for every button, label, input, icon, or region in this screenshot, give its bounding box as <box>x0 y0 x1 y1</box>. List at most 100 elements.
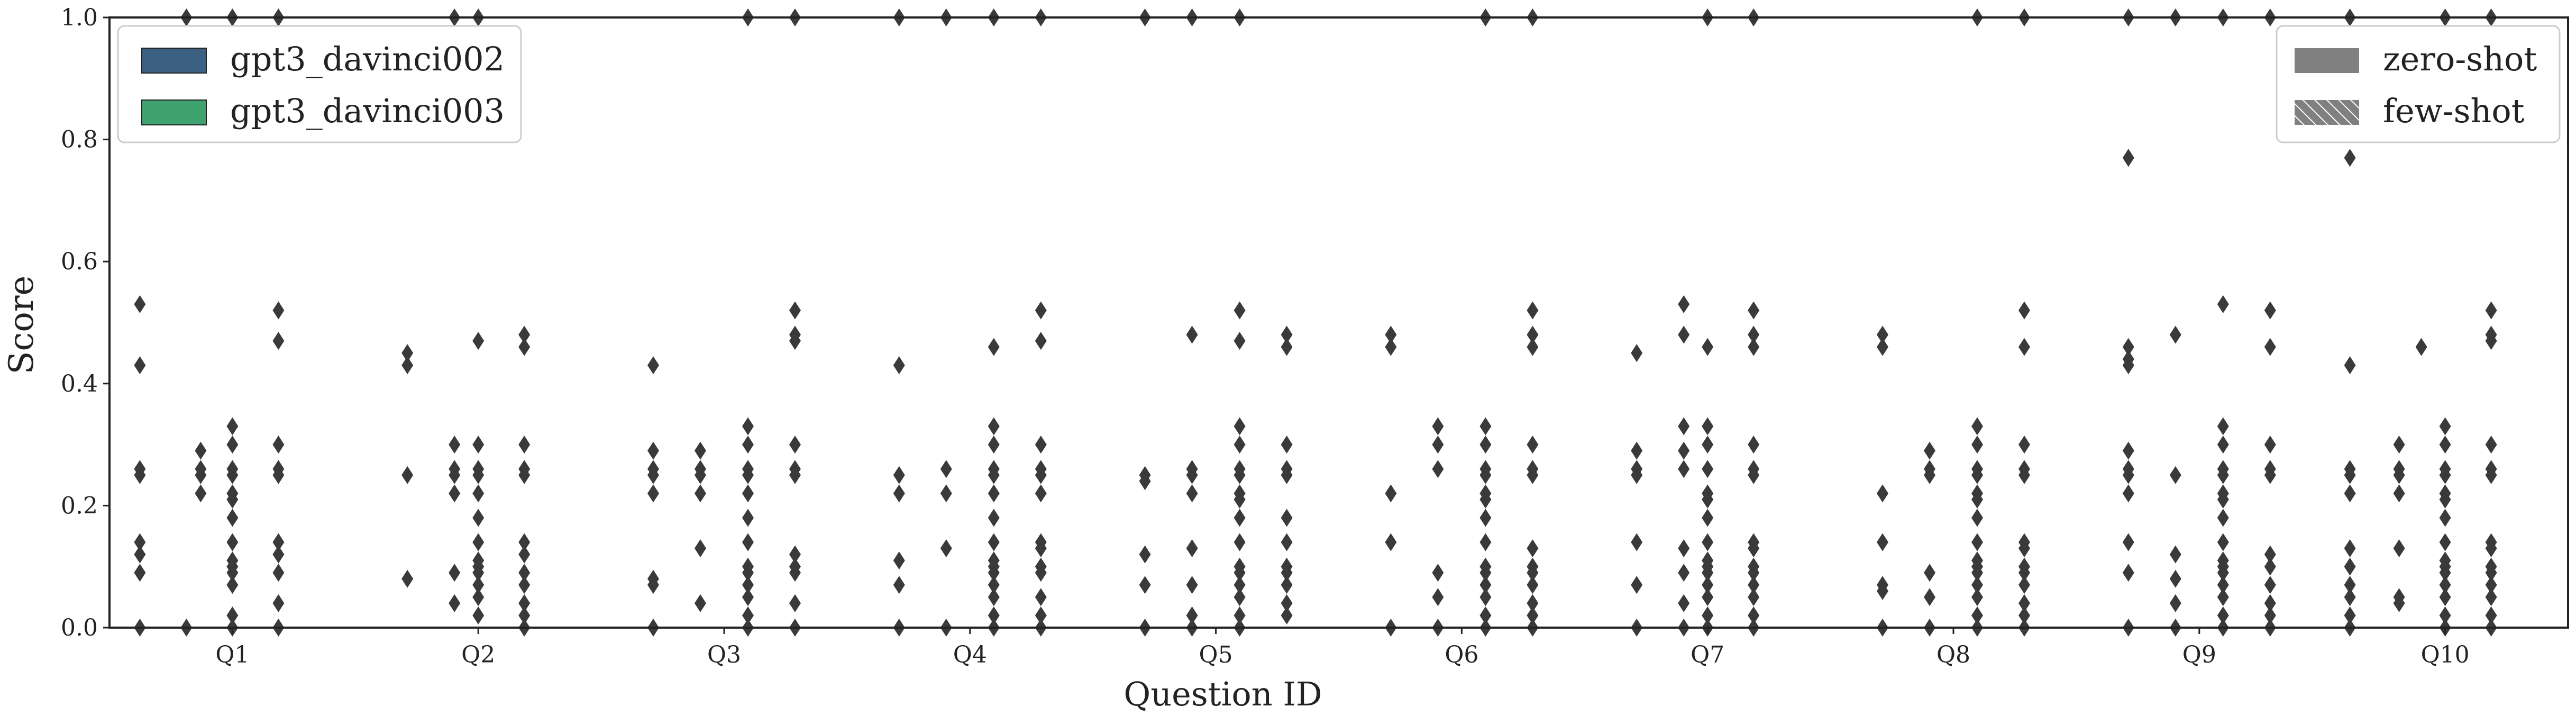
outlier-marker <box>1678 460 1690 478</box>
outlier-marker <box>1971 606 1983 624</box>
outlier-marker <box>940 460 952 478</box>
outlier-marker <box>1234 588 1246 606</box>
legend-models: gpt3_davinci002 gpt3_davinci003 <box>117 25 522 143</box>
outlier-marker <box>2264 594 2276 612</box>
plot-frame <box>108 16 2569 629</box>
outlier-marker <box>1281 576 1293 594</box>
outlier-marker <box>518 564 531 582</box>
outlier-marker <box>449 466 461 484</box>
y-tick-label: 0.2 <box>61 492 98 519</box>
y-tick-label: 0.8 <box>61 126 98 153</box>
outlier-marker <box>988 417 1000 436</box>
outlier-marker <box>742 533 754 551</box>
legend-label-few-shot: few-shot <box>2383 92 2525 130</box>
outlier-marker <box>1234 533 1246 551</box>
outlier-marker <box>1281 606 1293 624</box>
outlier-marker <box>742 417 754 436</box>
outlier-marker <box>1432 588 1444 606</box>
y-axis-label: Score <box>2 276 41 375</box>
outlier-marker <box>1234 490 1246 509</box>
outlier-marker <box>195 466 207 484</box>
outlier-marker <box>2018 606 2030 624</box>
outlier-marker <box>2344 557 2356 576</box>
x-tick-label: Q2 <box>461 641 495 668</box>
outlier-marker <box>2122 338 2134 356</box>
outlier-marker <box>1527 606 1539 624</box>
outlier-marker <box>2344 466 2356 484</box>
outlier-marker <box>1631 576 1643 594</box>
outlier-marker <box>1432 417 1444 436</box>
outlier-marker <box>195 441 207 460</box>
outlier-marker <box>1702 417 1714 436</box>
outlier-marker <box>226 417 239 436</box>
outlier-marker <box>988 606 1000 624</box>
outlier-marker <box>272 594 285 612</box>
outlier-marker <box>1527 338 1539 356</box>
outlier-marker <box>449 436 461 454</box>
outlier-marker <box>1035 301 1047 320</box>
outlier-marker <box>134 356 146 375</box>
outlier-marker <box>1139 576 1151 594</box>
outlier-marker <box>1234 436 1246 454</box>
outlier-marker <box>2122 564 2134 582</box>
outlier-marker <box>1186 484 1198 503</box>
x-tick-label: Q4 <box>953 641 987 668</box>
outlier-marker <box>226 466 239 484</box>
outlier-marker <box>789 545 801 564</box>
outlier-marker <box>2264 545 2276 564</box>
outlier-marker <box>272 545 285 564</box>
outlier-marker <box>2264 576 2276 594</box>
outlier-marker <box>2018 564 2030 582</box>
outlier-marker <box>1877 582 1888 600</box>
outlier-marker <box>2393 436 2405 454</box>
outlier-marker <box>1527 436 1539 454</box>
outlier-marker <box>1678 441 1690 460</box>
outlier-marker <box>472 509 485 527</box>
outlier-marker <box>401 569 414 588</box>
outlier-marker <box>1281 533 1293 551</box>
outlier-marker <box>2217 576 2229 594</box>
outlier-marker <box>2217 533 2229 551</box>
outlier-marker <box>1139 472 1151 491</box>
outlier-marker <box>1702 436 1714 454</box>
outlier-marker <box>695 441 706 460</box>
outlier-marker <box>134 466 146 484</box>
outlier-marker <box>893 466 905 484</box>
outlier-marker <box>1281 564 1293 582</box>
outlier-marker <box>1479 417 1492 436</box>
outlier-marker <box>789 594 801 612</box>
outlier-marker <box>1139 545 1151 564</box>
outlier-marker <box>988 509 1000 527</box>
outlier-marker <box>1479 606 1492 624</box>
outlier-marker <box>988 588 1000 606</box>
outlier-marker <box>742 606 754 624</box>
outlier-marker <box>472 533 485 551</box>
outlier-marker <box>1748 325 1760 344</box>
outlier-marker <box>2344 539 2356 558</box>
outlier-marker <box>401 466 414 484</box>
outlier-marker <box>472 484 485 503</box>
outlier-marker <box>893 356 905 375</box>
outlier-marker <box>226 606 239 624</box>
outlier-marker <box>226 533 239 551</box>
outlier-marker <box>1281 436 1293 454</box>
outlier-marker <box>518 594 531 612</box>
outlier-marker <box>2344 149 2356 167</box>
outlier-marker <box>2264 557 2276 576</box>
outlier-marker <box>1877 325 1888 344</box>
outlier-marker <box>2018 594 2030 612</box>
outlier-marker <box>1281 594 1293 612</box>
outlier-marker <box>2439 490 2451 509</box>
x-axis-label: Question ID <box>1123 675 1322 713</box>
outlier-marker <box>1479 436 1492 454</box>
outlier-marker <box>272 533 285 551</box>
outlier-marker <box>2217 466 2229 484</box>
outlier-marker <box>742 588 754 606</box>
outlier-marker <box>1631 533 1643 551</box>
outlier-marker <box>2122 441 2134 460</box>
outlier-marker <box>1035 466 1047 484</box>
outlier-marker <box>226 509 239 527</box>
outlier-marker <box>1527 466 1539 484</box>
